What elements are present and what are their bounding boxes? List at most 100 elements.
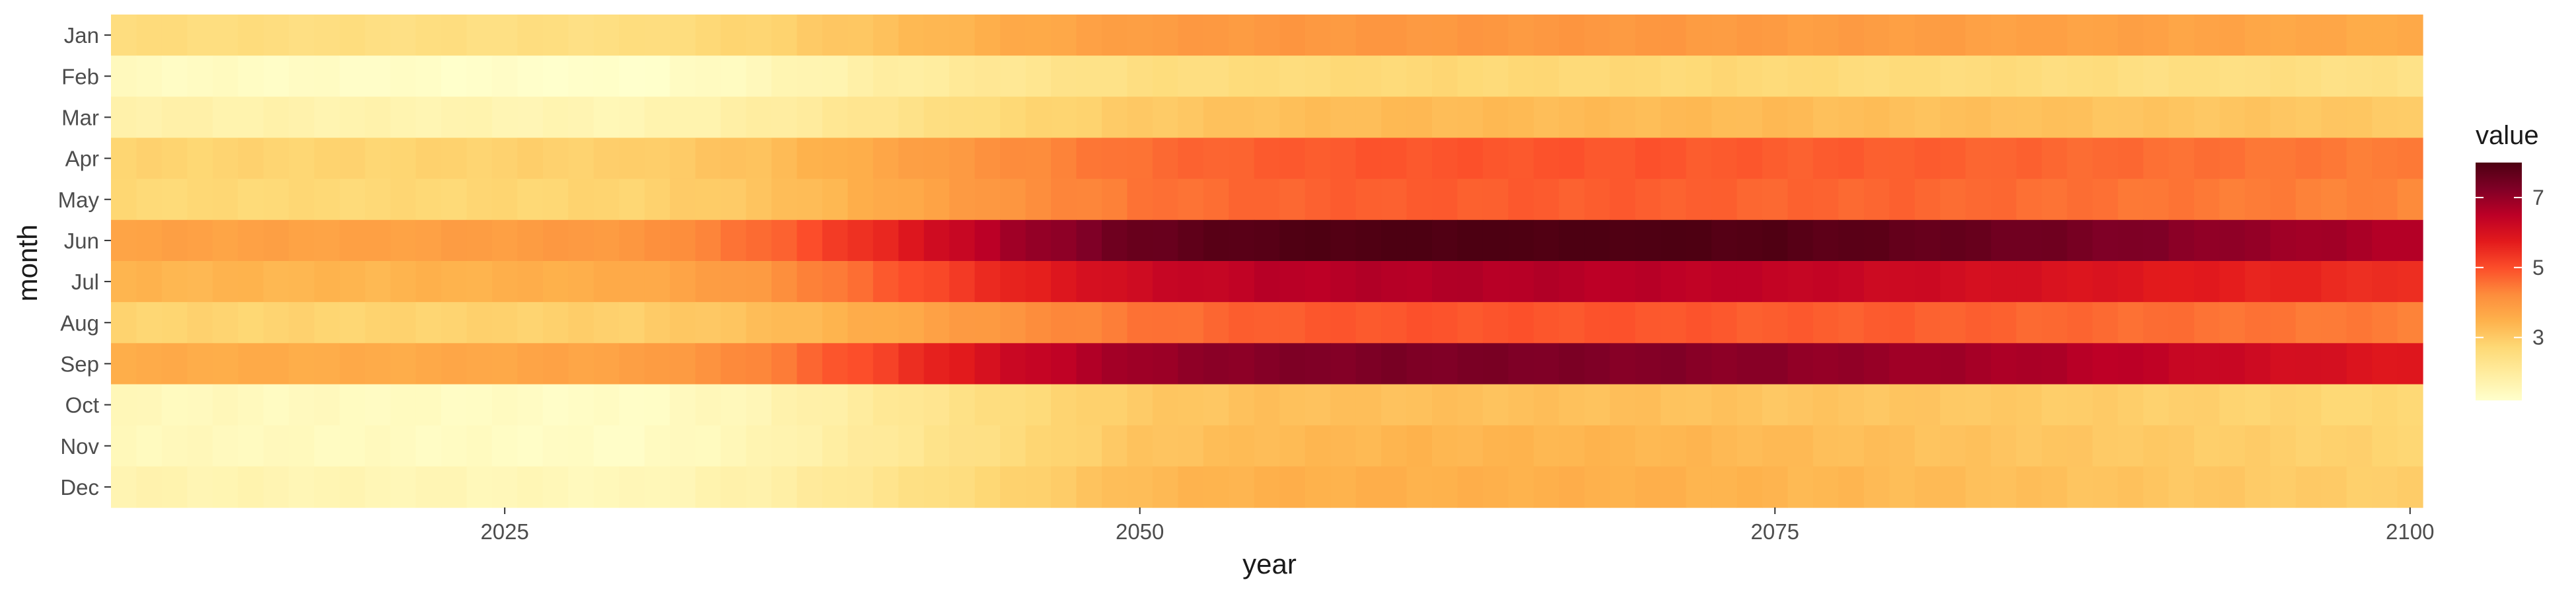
heatmap-cell [238,261,264,303]
heatmap-cell [136,137,162,180]
heatmap-cell [1736,343,1763,385]
heatmap-cell [2321,15,2347,56]
heatmap-cell [2321,178,2347,221]
heatmap-cell [974,178,1001,221]
heatmap-cell [2168,343,2195,385]
heatmap-cell [1432,15,1458,56]
heatmap-cell [2016,425,2042,467]
heatmap-cell [1254,15,1280,56]
heatmap-cell [1711,425,1738,467]
y-tick-label: Nov [60,434,99,459]
heatmap-cell [2372,343,2398,385]
heatmap-cell [695,96,721,139]
heatmap-cell [1457,302,1484,344]
heatmap-cell [2168,137,2195,180]
heatmap-cell [2346,384,2373,426]
y-axis: Jan Feb Mar Apr May Jun Jul Aug Sep Oct Nov Dec [58,23,111,500]
heatmap-cell [1559,466,1585,508]
heatmap-cell [1762,261,1789,303]
y-tick-label: Sep [60,352,99,376]
heatmap-cell [263,137,289,180]
heatmap-cell [2244,302,2271,344]
heatmap-cell [2118,261,2144,303]
heatmap-cell [923,56,950,97]
heatmap-cell [2093,219,2119,262]
heatmap-cell [644,137,670,180]
heatmap-cell [2143,261,2169,303]
heatmap-cell [1686,302,1712,344]
heatmap-cell [1863,137,1890,180]
heatmap-cell [1661,343,1687,385]
heatmap-cell [1686,219,1712,262]
heatmap-cell [314,425,340,467]
heatmap-cell [1482,96,1509,139]
heatmap-cell [695,466,721,508]
heatmap-cell [1406,261,1433,303]
heatmap-cell [1000,178,1026,221]
heatmap-cell [2397,425,2423,467]
heatmap-cell [2270,384,2297,426]
heatmap-cell [1838,261,1865,303]
heatmap-cell [2219,425,2246,467]
heatmap-cell [2118,137,2144,180]
heatmap-cell [1736,302,1763,344]
heatmap-cell [2042,466,2068,508]
heatmap-cell [1355,96,1382,139]
heatmap-cell [2295,425,2322,467]
heatmap-cell [1787,178,1814,221]
heatmap-cell [1838,219,1865,262]
heatmap-cell [2295,56,2322,97]
heatmap-cell [1661,137,1687,180]
heatmap-cell [1686,261,1712,303]
legend-title: value [2476,121,2539,150]
heatmap-cell [1432,219,1458,262]
heatmap-cell [2042,137,2068,180]
heatmap-cell [542,137,569,180]
heatmap-cell [1965,384,1991,426]
heatmap-cell [1661,425,1687,467]
heatmap-cell [212,425,238,467]
heatmap-cell [187,261,213,303]
heatmap-cell [2219,261,2246,303]
heatmap-cell [1584,178,1610,221]
heatmap-cell [2016,466,2042,508]
heatmap-cell [1762,219,1789,262]
heatmap-cell [2168,302,2195,344]
heatmap-cell [1863,219,1890,262]
heatmap-cell [619,343,645,385]
heatmap-cell [1102,425,1128,467]
heatmap-cell [1635,96,1661,139]
heatmap-cell [2093,178,2119,221]
heatmap-cell [847,261,874,303]
heatmap-cell [1127,425,1153,467]
heatmap-cell [2346,425,2373,467]
heatmap-cell [1863,425,1890,467]
heatmap-cell [2244,96,2271,139]
heatmap-cell [2244,137,2271,180]
heatmap-cell [1889,137,1915,180]
heatmap-cell [161,425,188,467]
heatmap-cell [1635,15,1661,56]
heatmap-cell [2397,219,2423,262]
heatmap-cell [2016,384,2042,426]
heatmap-cell [1102,178,1128,221]
heatmap-cell [771,384,798,426]
heatmap-cell [1762,466,1789,508]
heatmap-cell [2194,384,2220,426]
heatmap-cell [898,56,925,97]
heatmap-cell [1762,343,1789,385]
heatmap-cell [1432,261,1458,303]
heatmap-cell [1584,219,1610,262]
heatmap-cell [1355,261,1382,303]
heatmap-cell [746,96,772,139]
heatmap-cell [1559,302,1585,344]
heatmap-cell [491,261,518,303]
heatmap-cell [1127,15,1153,56]
heatmap-cell [2346,261,2373,303]
heatmap-cell [2219,56,2246,97]
heatmap-cell [1051,384,1077,426]
heatmap-cell [695,56,721,97]
heatmap-cell [1381,425,1408,467]
heatmap-cell [1711,261,1738,303]
heatmap-cell [1991,15,2017,56]
